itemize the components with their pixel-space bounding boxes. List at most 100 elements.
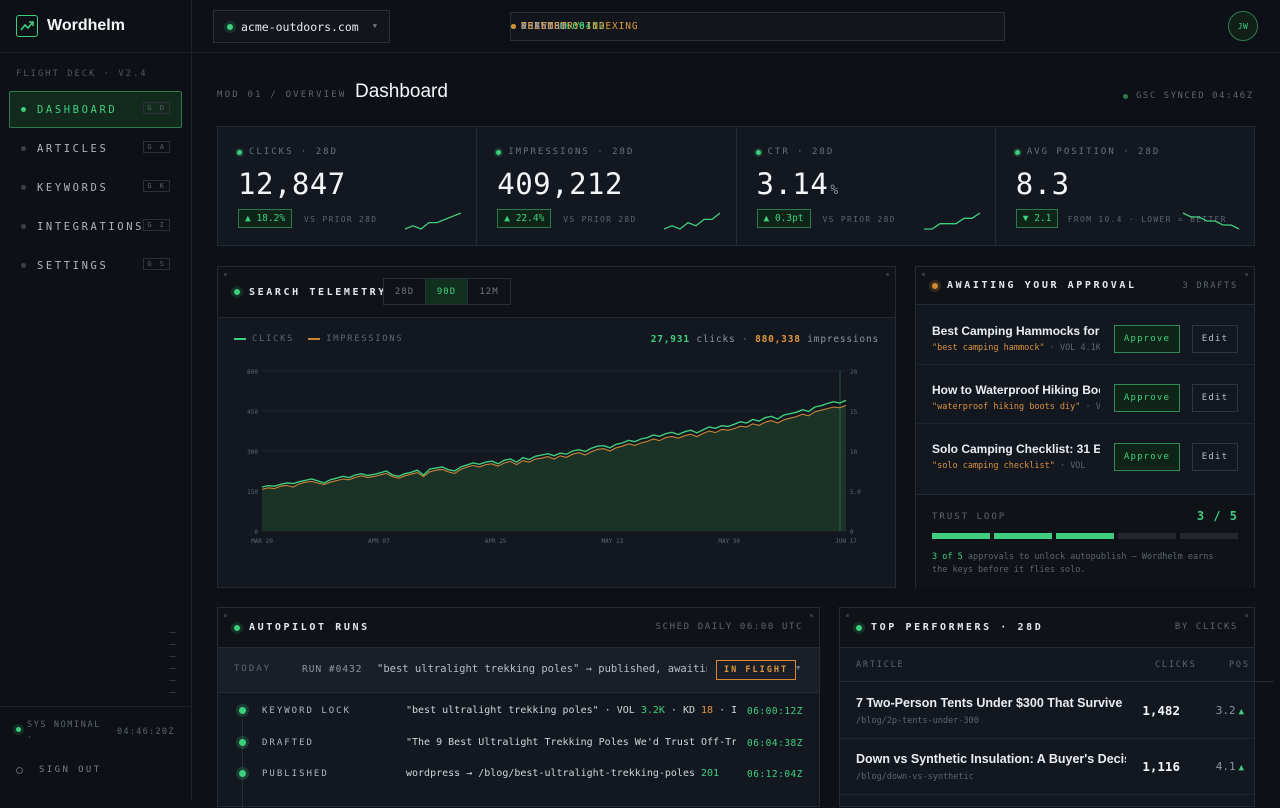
tab-90d[interactable]: 90D <box>426 279 468 304</box>
x-tick-label: MAY 13 <box>602 538 624 545</box>
x-tick-label: APR 07 <box>368 538 390 545</box>
approve-button[interactable]: Approve <box>1114 443 1180 471</box>
status-dot-icon <box>511 24 516 29</box>
sidebar-item-keywords[interactable]: KEYWORDS G K <box>9 169 182 206</box>
status-dot-icon <box>16 727 21 732</box>
pipeline-step-label: KEYWORD <box>521 21 568 32</box>
sync-status: GSC SYNCED 04:46Z <box>1123 91 1254 101</box>
draft-keyword-text: "best camping hammock" <box>932 343 1045 353</box>
kpi-delta: ▼ 2.1 <box>1015 209 1059 228</box>
sidebar-item-articles[interactable]: ARTICLES G A <box>9 130 182 167</box>
kpi-clicks: CLICKS · 28D 12,847 ▲ 18.2% VS PRIOR 28D <box>218 127 478 245</box>
sidebar-item-dashboard[interactable]: DASHBOARD G D <box>9 91 182 128</box>
step-time: 06:04:38Z <box>747 738 803 749</box>
topbar: acme-outdoors.com ▼ KEYWORD 06:00 · DRAF… <box>193 0 1280 53</box>
column-article[interactable]: ARTICLE <box>856 660 905 670</box>
draft-meta: · VOL <box>1059 461 1086 471</box>
step-desc-text: wordpress → /blog/best-ultralight-trekki… <box>406 768 702 779</box>
table-row[interactable]: Down vs Synthetic Insulation: A Buyer's … <box>840 739 1254 795</box>
sign-out-button[interactable]: SIGN OUT <box>16 765 102 775</box>
draft-title[interactable]: Solo Camping Checklist: 31 Essentials <box>932 442 1100 456</box>
panel-title: TOP PERFORMERS · 28D <box>856 622 1043 633</box>
timeline-line <box>242 718 243 808</box>
step-link-count: 201 <box>701 768 720 779</box>
panel-header: AWAITING YOUR APPROVAL <box>916 267 1254 305</box>
article-clicks: 1,116 <box>1142 759 1180 774</box>
draft-title[interactable]: How to Waterproof Hiking Boots <box>932 383 1100 397</box>
panel-title-text: AWAITING YOUR APPROVAL <box>947 280 1137 291</box>
step-dot-icon <box>239 707 246 714</box>
sidebar-item-settings[interactable]: SETTINGS G S <box>9 247 182 284</box>
run-summary-row[interactable]: TODAY RUN #0432 "best ultralight trekkin… <box>218 648 819 693</box>
tab-28d[interactable]: 28D <box>384 279 426 304</box>
kpi-strip: CLICKS · 28D 12,847 ▲ 18.2% VS PRIOR 28D… <box>217 126 1255 246</box>
sidebar-item-label: INTEGRATIONS <box>37 220 145 233</box>
kpi-value-text: 12,847 <box>238 167 346 201</box>
edit-button[interactable]: Edit <box>1192 325 1238 353</box>
step-dot-icon <box>239 770 246 777</box>
sidebar-item-integrations[interactable]: INTEGRATIONS G I <box>9 208 182 245</box>
pipeline-step-time: 06:04 <box>559 21 593 32</box>
x-tick-label: MAY 30 <box>718 538 740 545</box>
shortcut-badge: G D <box>143 102 170 114</box>
y-tick-label: 300 <box>247 449 258 456</box>
scale-ticks <box>169 632 176 704</box>
kpi-unit: % <box>830 183 839 198</box>
avatar[interactable]: JW <box>1228 11 1258 41</box>
run-step: PUBLISHED wordpress → /blog/best-ultrali… <box>218 759 819 791</box>
draft-keyword: "solo camping checklist" · VOL <box>932 461 1100 471</box>
corner-mark <box>810 614 813 617</box>
nav-dot-icon <box>21 224 26 229</box>
approve-button[interactable]: Approve <box>1114 325 1180 353</box>
trust-segment <box>1180 533 1238 539</box>
run-step: KEYWORD LOCK "best ultralight trekking p… <box>218 696 819 728</box>
search-telemetry-panel: SEARCH TELEMETRY 28D 90D 12M CLICKS IMPR… <box>217 266 896 588</box>
y2-tick-label: 15 <box>850 409 858 416</box>
schedule-label: SCHED DAILY 06:00 UTC <box>655 622 803 632</box>
y2-tick-label: 0 <box>850 529 854 536</box>
impressions-area <box>262 405 846 531</box>
system-status: SYS NOMINAL · <box>16 719 103 745</box>
kpi-sub: VS PRIOR 28D <box>304 215 378 224</box>
pipeline-step-time: 06:00 <box>572 21 606 32</box>
kpi-value-text: 409,212 <box>497 167 623 201</box>
trust-segment <box>932 533 990 539</box>
status-dot-icon <box>755 149 761 155</box>
column-pos[interactable]: POS <box>1229 660 1250 670</box>
kpi-value-text: 3.14 <box>756 167 829 201</box>
panel-header: SEARCH TELEMETRY 28D 90D 12M <box>218 267 895 318</box>
panel-title: SEARCH TELEMETRY <box>234 287 387 298</box>
logo[interactable]: Wordhelm <box>16 15 125 37</box>
sort-label[interactable]: BY CLICKS <box>1174 622 1238 632</box>
domain-selector[interactable]: acme-outdoors.com ▼ <box>213 10 390 43</box>
sidebar-item-label: ARTICLES <box>37 142 109 155</box>
column-clicks[interactable]: CLICKS <box>1155 660 1197 670</box>
chart-totals: 27,931 clicks · 880,338 impressions <box>651 334 879 345</box>
x-tick-label: MAR 20 <box>251 538 273 545</box>
legend-clicks: CLICKS <box>234 334 294 344</box>
article-url: /blog/down-vs-synthetic <box>856 772 974 782</box>
app-name: Wordhelm <box>47 17 125 34</box>
tab-12m[interactable]: 12M <box>479 286 499 297</box>
draft-keyword-text: "waterproof hiking boots diy" <box>932 402 1081 412</box>
table-row[interactable]: 7 Two-Person Tents Under $300 That Survi… <box>840 683 1254 739</box>
status-dot-icon <box>856 624 862 631</box>
approve-button[interactable]: Approve <box>1114 384 1180 412</box>
kpi-label: AVG POSITION · 28D <box>1014 147 1161 157</box>
edit-button[interactable]: Edit <box>1192 443 1238 471</box>
draft-title[interactable]: Best Camping Hammocks for 2024 <box>932 324 1100 338</box>
approval-row: Solo Camping Checklist: 31 Essentials "s… <box>916 424 1254 483</box>
chevron-down-icon[interactable]: ▼ <box>796 664 801 672</box>
corner-mark <box>922 273 925 276</box>
total-clicks-label: clicks <box>696 334 736 345</box>
run-step: DRAFTED "The 9 Best Ultralight Trekking … <box>218 728 819 760</box>
y-tick-label: 150 <box>247 489 258 496</box>
kpi-label-text: CLICKS · 28D <box>249 147 339 157</box>
legend-swatch <box>308 337 321 340</box>
status-dot-icon <box>496 149 502 155</box>
article-pos: 4.1 ▲ <box>1216 760 1244 773</box>
panel-header: TOP PERFORMERS · 28D <box>840 608 1254 648</box>
table-header: ARTICLE CLICKS POS <box>840 648 1274 682</box>
edit-button[interactable]: Edit <box>1192 384 1238 412</box>
step-name: DRAFTED <box>262 738 314 748</box>
